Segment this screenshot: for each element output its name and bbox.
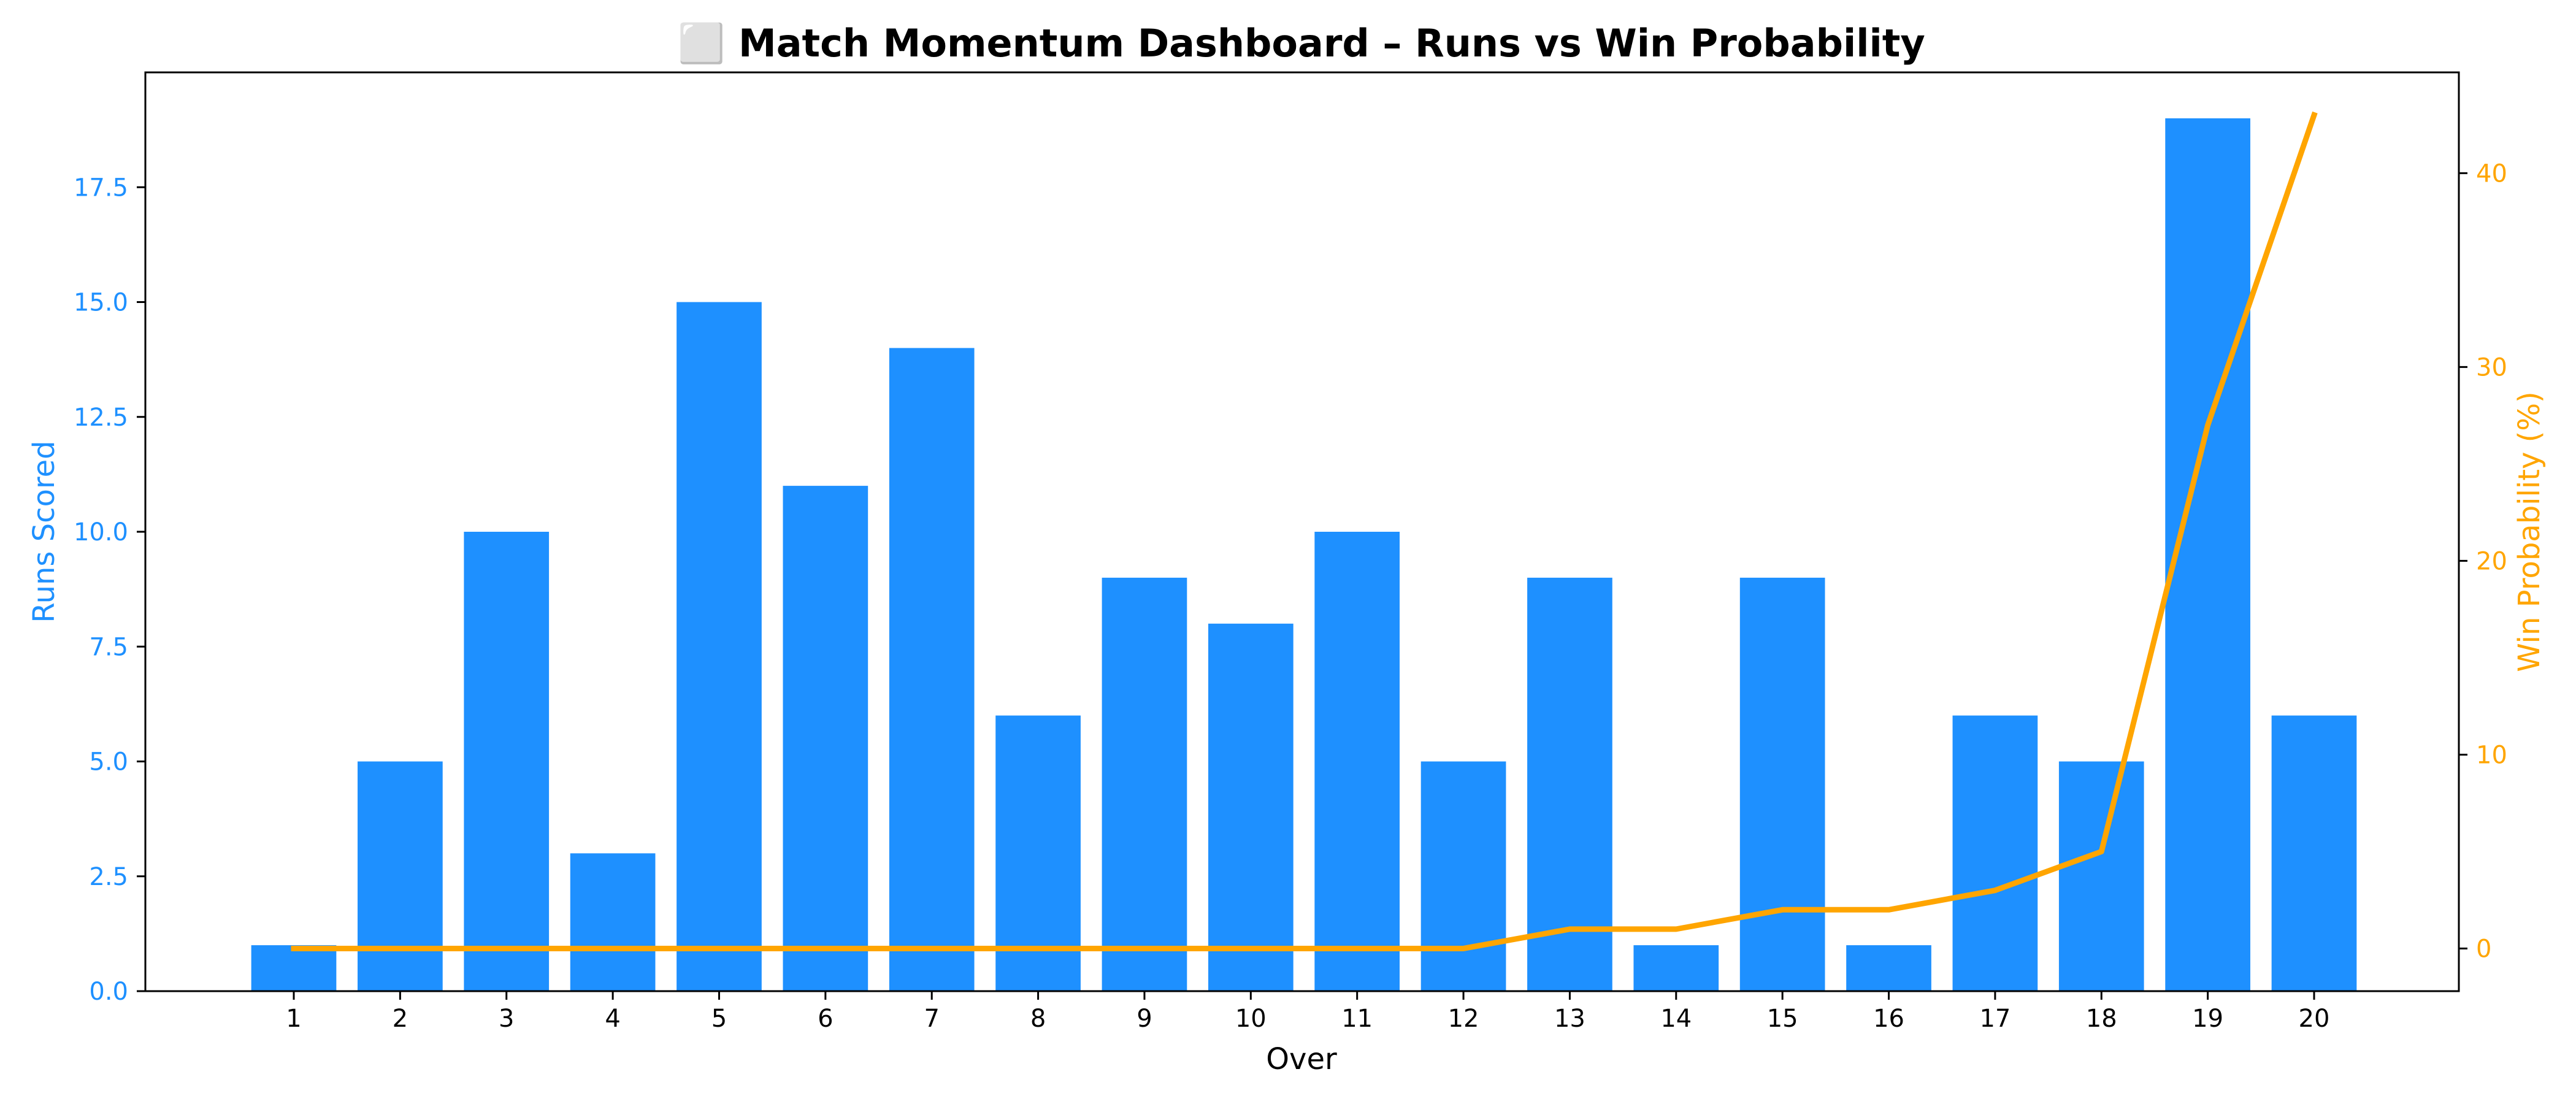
y-tick-label-left: 5.0 [89,748,128,776]
y-tick-label-left: 2.5 [89,863,128,891]
y-tick-label-left: 7.5 [89,633,128,661]
x-tick-label: 1 [286,1005,301,1033]
x-tick-label: 7 [924,1005,939,1033]
y-axis-left: 0.0 2.5 5.0 7.5 10.0 12.5 15.0 17.5 [74,174,145,1006]
x-tick-label: 13 [1554,1005,1585,1033]
bar-over-6 [783,486,868,991]
bar-over-4 [570,853,656,991]
x-tick-label: 2 [393,1005,408,1033]
x-tick-label: 12 [1448,1005,1479,1033]
bar-over-10 [1208,623,1294,991]
line-layer [291,111,2318,951]
bar-over-2 [358,761,443,991]
y-tick-label-left: 10.0 [74,518,128,546]
bar-over-12 [1420,761,1506,991]
x-tick-label: 15 [1767,1005,1798,1033]
x-tick-label: 18 [2086,1005,2117,1033]
bar-over-7 [889,348,975,991]
bar-over-5 [677,302,762,991]
bar-over-1 [251,945,337,991]
y-axis-right: 0 10 20 30 40 [2459,159,2507,963]
bar-over-18 [2058,761,2144,991]
x-tick-label: 17 [1979,1005,2011,1033]
bar-over-17 [1952,715,2038,991]
bar-over-11 [1314,532,1400,991]
x-tick-label: 3 [499,1005,514,1033]
bar-over-16 [1846,945,1931,991]
y-tick-label-left: 0.0 [89,978,128,1006]
chart-title: ⬜ Match Momentum Dashboard – Runs vs Win… [678,21,1925,66]
bar-over-3 [464,532,550,991]
y-tick-label-right: 20 [2476,547,2507,575]
win-probability-line [291,111,2318,951]
bar-over-19 [2165,118,2250,991]
x-tick-label: 20 [2299,1005,2330,1033]
y-tick-label-right: 40 [2476,159,2507,188]
y-tick-label-right: 0 [2476,935,2491,963]
x-tick-label: 8 [1030,1005,1046,1033]
x-tick-label: 14 [1660,1005,1692,1033]
x-tick-label: 4 [605,1005,620,1033]
y-tick-label-left: 15.0 [74,289,128,317]
x-tick-label: 10 [1235,1005,1267,1033]
y-tick-label-left: 17.5 [74,174,128,202]
x-tick-label: 9 [1137,1005,1152,1033]
y-axis-label-right: Win Probability (%) [2512,391,2547,672]
y-tick-label-right: 10 [2476,741,2507,769]
bar-over-14 [1633,945,1719,991]
x-axis-label: Over [1266,1042,1337,1076]
x-tick-label: 5 [711,1005,727,1033]
bar-over-13 [1527,577,1612,991]
y-tick-label-right: 30 [2476,353,2507,381]
y-axis-label-left: Runs Scored [27,440,61,623]
x-tick-label: 19 [2192,1005,2223,1033]
x-tick-label: 6 [818,1005,833,1033]
bar-over-15 [1739,577,1825,991]
x-tick-label: 11 [1341,1005,1373,1033]
y-tick-label-left: 12.5 [74,404,128,432]
bar-over-9 [1102,577,1187,991]
bar-over-8 [995,715,1081,991]
x-axis: 1 2 3 4 5 6 7 8 9 10 11 12 13 14 15 16 17 18 19 20 [286,991,2329,1033]
bar-over-20 [2271,715,2357,991]
bars-layer [251,118,2357,991]
x-tick-label: 16 [1873,1005,1904,1033]
